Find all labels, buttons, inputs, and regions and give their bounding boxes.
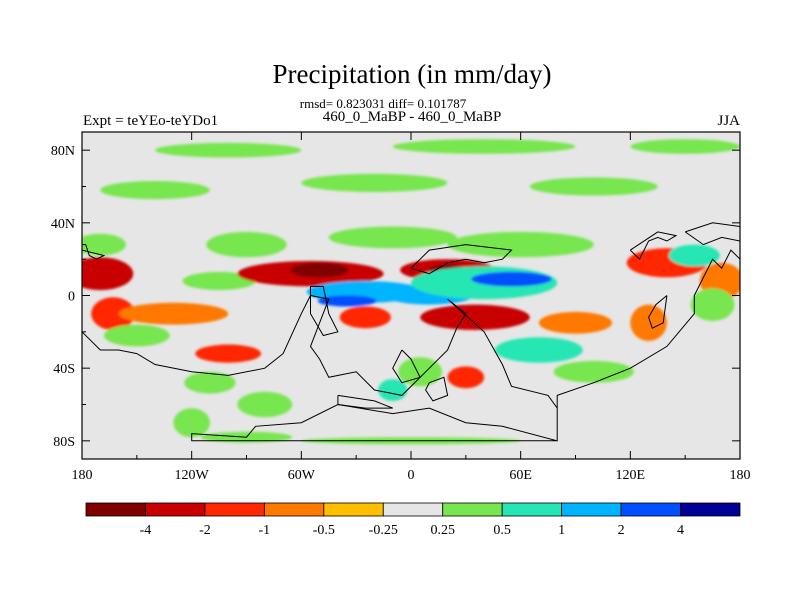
- anomaly-region: [100, 181, 210, 200]
- coastline: [310, 285, 339, 337]
- coastline: [82, 244, 106, 260]
- x-tick-label: 0: [408, 468, 415, 483]
- anomaly-region: [237, 391, 293, 418]
- anomaly-region: [82, 257, 134, 291]
- y-tick-label: 0: [68, 290, 75, 305]
- anomaly-region: [471, 271, 552, 287]
- colorbar-label: 0.5: [493, 523, 511, 538]
- colorbar-swatch: [501, 502, 563, 517]
- anomaly-region: [447, 366, 485, 389]
- coastline: [392, 349, 421, 384]
- x-tick-label: 120W: [175, 468, 210, 483]
- colorbar-label: -1: [259, 523, 271, 538]
- colorbar-swatch: [323, 502, 384, 517]
- anomaly-region: [529, 177, 658, 196]
- coastline: [425, 376, 449, 402]
- precipitation-contours: [82, 139, 740, 445]
- y-tick-label: 40S: [53, 362, 75, 377]
- colorbar-label: -2: [199, 523, 211, 538]
- coastlines: [82, 222, 740, 442]
- anomaly-region: [553, 360, 634, 383]
- colorbar-swatch: [561, 502, 622, 517]
- season-label: JJA: [717, 113, 740, 129]
- coastline: [410, 244, 513, 275]
- colorbar-label: 4: [677, 523, 684, 538]
- colorbar: -4 -2 -1 -0.5 -0.25 0.25 0.5 1 2 4: [85, 502, 741, 538]
- x-tick-label: 60W: [288, 468, 316, 483]
- anomaly-region: [630, 304, 667, 341]
- anomaly-region: [392, 139, 576, 154]
- x-axis: 180 120W 60W 0 60E 120E 180: [72, 132, 751, 483]
- colorbar-swatch: [204, 502, 265, 517]
- y-tick-label: 40N: [51, 217, 75, 232]
- anomaly-region: [155, 142, 302, 158]
- colorbar-swatch: [263, 502, 325, 517]
- colorbar-swatch: [145, 502, 206, 517]
- anomaly-region: [118, 302, 229, 325]
- coastline: [629, 231, 678, 261]
- chart-title: Precipitation (in mm/day): [273, 59, 552, 89]
- colorbar-label: -4: [140, 523, 152, 538]
- anomaly-region: [420, 304, 530, 330]
- anomaly-region: [182, 271, 256, 291]
- anomaly-region: [206, 231, 287, 258]
- colorbar-swatch: [680, 502, 741, 517]
- coastline: [82, 249, 740, 442]
- x-tick-label: 120E: [616, 468, 646, 483]
- chart-subtitle: rmsd= 0.823031 diff= 0.101787: [300, 96, 467, 111]
- coastline: [337, 394, 393, 409]
- anomaly-region: [103, 324, 170, 347]
- anomaly-region: [630, 139, 740, 154]
- map-area: [81, 131, 741, 460]
- anomaly-region: [339, 306, 391, 329]
- anomaly-region: [398, 357, 442, 387]
- experiment-label: Expt = teYEo-teYDo1: [83, 113, 218, 129]
- period-label: 460_0_MaBP - 460_0_MaBP: [323, 109, 502, 125]
- anomaly-region: [495, 337, 583, 363]
- anomaly-region: [195, 344, 262, 363]
- anomaly-region: [538, 311, 613, 334]
- colorbar-label: 2: [618, 523, 625, 538]
- coastline: [648, 295, 668, 329]
- y-axis: 80N 40N 0 40S 80S: [51, 144, 740, 450]
- colorbar-label: 0.25: [430, 523, 455, 538]
- colorbar-swatch: [382, 502, 444, 517]
- anomaly-region: [290, 262, 349, 278]
- anomaly-region: [91, 297, 135, 331]
- colorbar-swatch: [85, 502, 146, 517]
- anomaly-region: [317, 295, 377, 307]
- colorbar-label: -0.25: [369, 523, 398, 538]
- y-tick-label: 80N: [51, 144, 75, 159]
- x-tick-label: 180: [730, 468, 751, 483]
- anomaly-region: [82, 233, 126, 256]
- colorbar-label: 1: [558, 523, 565, 538]
- anomaly-region: [173, 408, 210, 438]
- x-tick-label: 180: [72, 468, 93, 483]
- colorbar-swatch: [442, 502, 503, 517]
- colorbar-swatch: [620, 502, 681, 517]
- anomaly-region: [184, 371, 236, 394]
- anomaly-region: [301, 173, 448, 192]
- colorbar-label: -0.5: [313, 523, 335, 538]
- anomaly-region: [668, 244, 720, 267]
- x-tick-label: 60E: [509, 468, 532, 483]
- coastline: [684, 222, 740, 246]
- anomaly-region: [447, 231, 594, 258]
- anomaly-region: [690, 288, 735, 321]
- y-tick-label: 80S: [53, 435, 75, 450]
- anomaly-region: [328, 226, 457, 249]
